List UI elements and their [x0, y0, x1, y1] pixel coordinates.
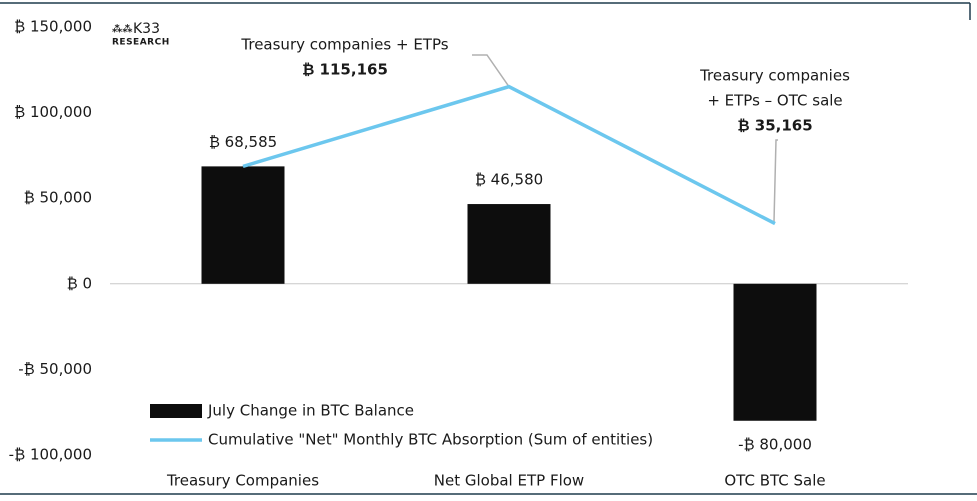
bar: [733, 283, 817, 421]
annotation-text: + ETPs – OTC sale: [707, 92, 842, 110]
y-tick-label: -₿ 100,000: [9, 446, 92, 464]
logo-subtitle: RESEARCH: [112, 38, 170, 48]
x-tick-label: OTC BTC Sale: [724, 472, 825, 490]
legend-label: July Change in BTC Balance: [207, 402, 414, 420]
y-tick-label: ₿ 150,000: [14, 18, 92, 36]
y-tick-label: -₿ 50,000: [18, 360, 92, 378]
logo-mark: K33: [133, 21, 160, 37]
y-tick-label: ₿ 100,000: [14, 103, 92, 121]
legend-swatch: [150, 404, 202, 418]
annotation-leader: [773, 139, 778, 222]
annotation-value: ₿ 115,165: [302, 61, 388, 79]
bar: [201, 166, 285, 284]
annotation-value: ₿ 35,165: [737, 117, 812, 135]
y-tick-label: ₿ 0: [67, 274, 92, 292]
bar: [467, 204, 551, 284]
bar-value-label: ₿ 68,585: [209, 133, 277, 151]
legend-label: Cumulative "Net" Monthly BTC Absorption …: [208, 431, 653, 449]
logo-icon: ⁂⁂: [112, 23, 133, 35]
bar-value-label: -₿ 80,000: [738, 435, 812, 453]
x-tick-label: Net Global ETP Flow: [434, 472, 584, 490]
annotation-leader: [472, 54, 510, 88]
x-tick-label: Treasury Companies: [166, 472, 319, 490]
line: [242, 84, 776, 226]
y-tick-label: ₿ 50,000: [24, 189, 92, 207]
annotation-text: Treasury companies + ETPs: [240, 36, 448, 54]
annotation-text: Treasury companies: [699, 67, 850, 85]
bar-value-label: ₿ 46,580: [475, 171, 543, 189]
